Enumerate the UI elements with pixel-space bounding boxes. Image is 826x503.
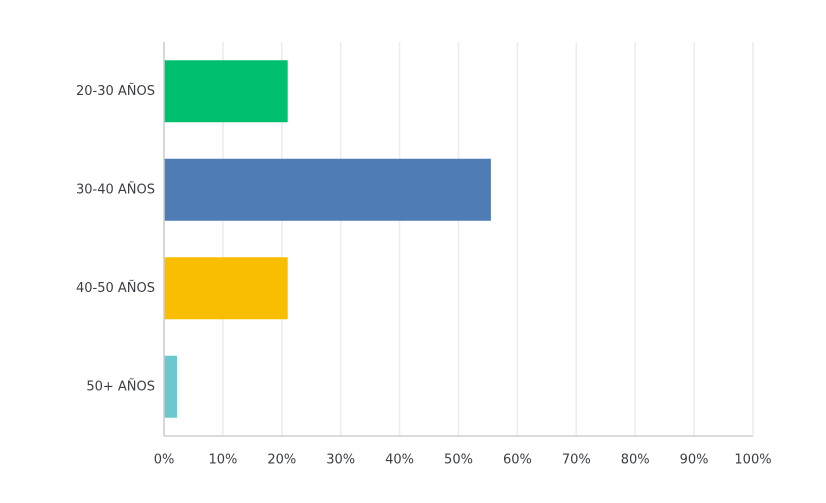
y-tick-label: 50+ AÑOS <box>86 378 155 394</box>
x-tick-label: 20% <box>267 453 296 468</box>
x-tick-label: 30% <box>326 453 355 468</box>
bar <box>164 355 177 418</box>
x-tick-label: 100% <box>734 453 771 468</box>
x-tick-label: 80% <box>621 453 650 468</box>
bar <box>164 60 288 123</box>
bar <box>164 158 491 221</box>
bar <box>164 257 288 320</box>
x-tick-label: 90% <box>680 453 709 468</box>
x-tick-label: 0% <box>154 453 175 468</box>
x-tick-label: 60% <box>503 453 532 468</box>
x-tick-label: 10% <box>208 453 237 468</box>
y-tick-label: 20-30 AÑOS <box>76 83 155 99</box>
x-tick-label: 70% <box>562 453 591 468</box>
y-tick-label: 40-50 AÑOS <box>76 280 155 296</box>
bars <box>164 60 491 418</box>
x-tick-label: 50% <box>444 453 473 468</box>
x-tick-label: 40% <box>385 453 414 468</box>
y-tick-label: 30-40 AÑOS <box>76 181 155 197</box>
